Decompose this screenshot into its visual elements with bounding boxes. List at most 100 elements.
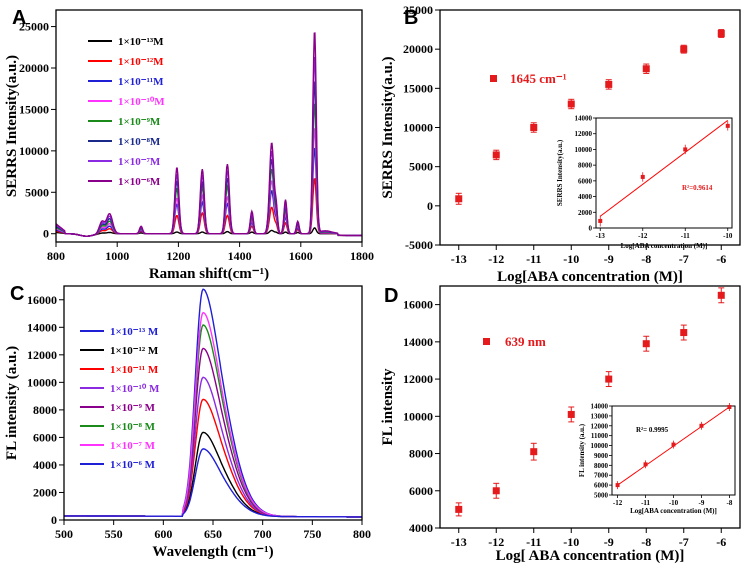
y-tick-label: 16000 xyxy=(403,298,433,312)
y-tick-label: 12000 xyxy=(403,372,433,386)
inset-x-tick-label: -13 xyxy=(596,232,606,240)
data-point xyxy=(455,195,463,203)
data-point xyxy=(717,291,725,299)
y-axis-label: SERRS Intensity(a.u.) xyxy=(4,55,20,197)
x-tick-label: 1800 xyxy=(350,249,374,263)
inset-data-point xyxy=(671,442,676,447)
data-point xyxy=(642,340,650,348)
x-tick-label: -8 xyxy=(641,252,651,266)
annotation-text: 639 nm xyxy=(505,334,546,349)
legend-label: 1×10⁻⁸ M xyxy=(110,421,156,433)
x-tick-label: 550 xyxy=(105,527,123,541)
plot-frame xyxy=(55,9,363,243)
y-tick-label: 0 xyxy=(51,513,57,527)
inset-x-tick-label: -12 xyxy=(638,232,648,240)
inset-y-tick-label: 8000 xyxy=(578,162,593,170)
y-tick-label: 10000 xyxy=(403,121,433,135)
legend-label: 1×10⁻⁹M xyxy=(118,116,161,128)
data-point xyxy=(455,505,463,513)
inset-y-tick-label: 2000 xyxy=(578,209,593,217)
inset-y-tick-label: 11000 xyxy=(591,432,609,440)
legend-label: 1×10⁻⁶M xyxy=(118,176,161,188)
data-point xyxy=(530,448,538,456)
x-tick-label: -6 xyxy=(716,252,726,266)
x-tick-label: 500 xyxy=(55,527,73,541)
y-axis-label: FL intensity (a.u.) xyxy=(4,346,20,460)
chart-panel-b: -13 -12 -11 -10 -9 -8 -7 -6 -5000 0 5000 10000 15000… xyxy=(380,3,741,285)
inset-x-tick-label: -10 xyxy=(723,232,733,240)
y-axis-label: FL intensity xyxy=(380,368,396,446)
r-squared-label: R²= 0.9995 xyxy=(636,426,669,434)
data-point xyxy=(567,100,575,108)
inset-y-tick-label: 6000 xyxy=(594,482,609,490)
x-tick-label: -6 xyxy=(716,535,726,549)
y-tick-label: 2000 xyxy=(33,485,57,499)
inset-y-tick-label: 9000 xyxy=(594,452,609,460)
chart-panel-c: 500 550 600 650 700 750 8000200040006000800010… xyxy=(4,285,371,560)
inset-data-point xyxy=(727,404,732,409)
legend-label: 1×10⁻¹¹ M xyxy=(110,364,159,376)
y-tick-label: 14000 xyxy=(27,320,57,334)
x-tick-label: -12 xyxy=(488,252,504,266)
y-tick-label: 0 xyxy=(43,227,49,241)
y-tick-label: 10000 xyxy=(403,409,433,423)
data-point xyxy=(642,65,650,73)
legend-label: 1×10⁻⁶ M xyxy=(110,459,156,471)
legend-label: 1×10⁻⁷ M xyxy=(110,440,156,452)
inset-y-tick-label: 7000 xyxy=(594,472,609,480)
y-tick-label: 14000 xyxy=(403,335,433,349)
x-tick-label: -11 xyxy=(526,535,541,549)
annotation-marker xyxy=(483,338,490,345)
y-tick-label: 10000 xyxy=(19,144,49,158)
x-tick-label: 1000 xyxy=(105,249,129,263)
y-tick-label: 10000 xyxy=(27,375,57,389)
x-tick-label: 1600 xyxy=(289,249,313,263)
inset-data-point xyxy=(699,423,704,428)
x-axis-label: Log[ ABA concentration (M)] xyxy=(496,548,685,564)
y-tick-label: 16000 xyxy=(27,293,57,307)
x-tick-label: -8 xyxy=(641,535,651,549)
x-tick-label: 800 xyxy=(353,527,371,541)
data-point xyxy=(680,45,688,53)
data-point xyxy=(492,487,500,495)
y-tick-label: 25000 xyxy=(19,20,49,34)
inset-panel-b: -13 -12 -11 -10 0 2000 4000 6000 8000 10000 12000 1… xyxy=(556,115,733,251)
x-tick-label: 1400 xyxy=(228,249,252,263)
legend-label: 1×10⁻¹⁰ M xyxy=(110,383,160,395)
inset-y-label: SERRS Intensity(a.u.) xyxy=(556,139,564,206)
series-line xyxy=(64,448,362,518)
x-tick-label: -9 xyxy=(604,535,614,549)
inset-x-tick-label: -8 xyxy=(726,499,732,507)
inset-x-tick-label: -12 xyxy=(613,499,623,507)
fit-line xyxy=(599,119,729,217)
series-line xyxy=(64,431,362,518)
inset-data-point xyxy=(643,462,648,467)
y-tick-label: 12000 xyxy=(27,348,57,362)
y-axis-label: SERRS Intensity(a.u.) xyxy=(380,56,396,198)
data-point xyxy=(567,410,575,418)
data-point xyxy=(680,329,688,337)
annotation-text: 1645 cm⁻¹ xyxy=(510,71,567,86)
inset-y-tick-label: 13000 xyxy=(591,412,609,420)
y-tick-label: 20000 xyxy=(403,42,433,56)
data-point xyxy=(605,80,613,88)
inset-x-tick-label: -9 xyxy=(699,499,705,507)
inset-data-point xyxy=(725,123,730,128)
panel-label-b: B xyxy=(404,7,418,29)
legend-label: 1×10⁻¹² M xyxy=(110,345,159,357)
inset-data-point xyxy=(640,174,645,179)
legend-label: 1×10⁻⁹ M xyxy=(110,402,156,414)
inset-x-tick-label: -11 xyxy=(641,499,650,507)
r-squared-label: R²=0.9614 xyxy=(682,184,713,192)
x-tick-label: -13 xyxy=(451,252,467,266)
inset-y-tick-label: 12000 xyxy=(575,130,593,138)
inset-y-tick-label: 14000 xyxy=(591,403,609,411)
legend-label: 1×10⁻⁸M xyxy=(118,136,161,148)
series-line xyxy=(64,324,362,518)
data-point xyxy=(530,124,538,131)
plot-frame xyxy=(439,285,741,529)
x-axis-label: Log[ABA concentration (M)] xyxy=(497,269,683,285)
data-point xyxy=(717,30,725,37)
inset-data-point xyxy=(615,483,620,488)
